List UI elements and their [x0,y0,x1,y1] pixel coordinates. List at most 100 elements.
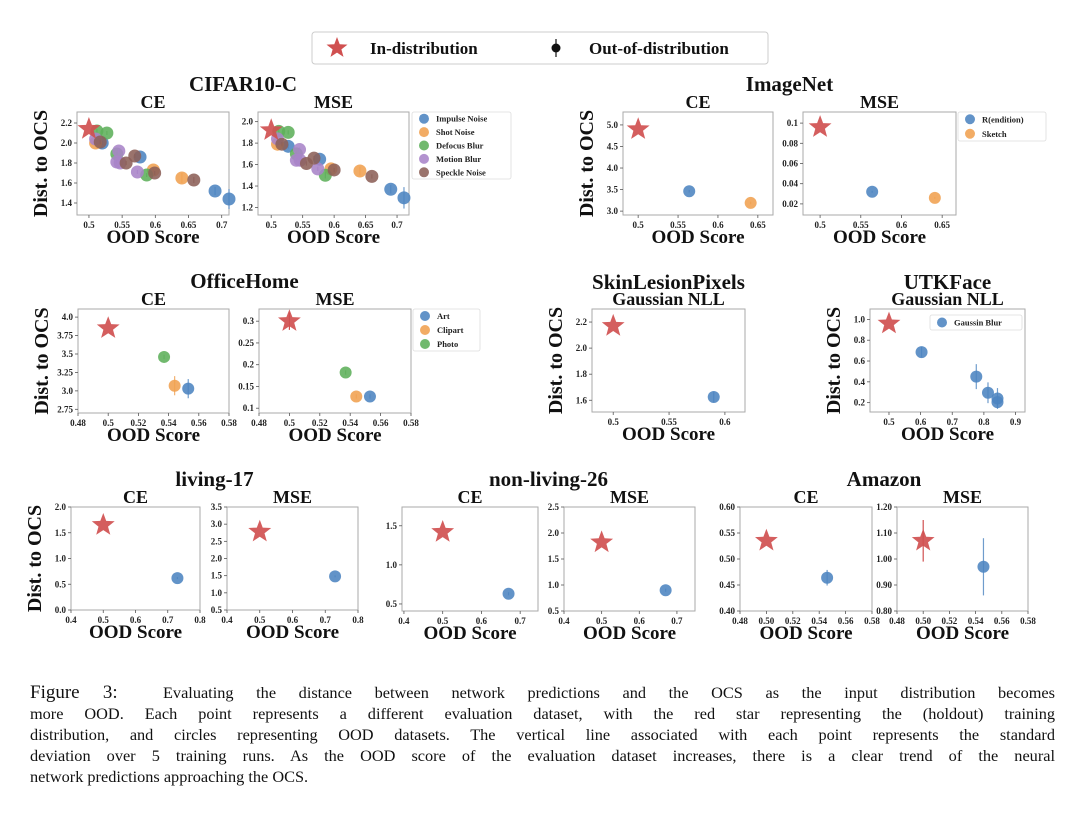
y-tick-label: 4.0 [607,163,619,173]
y-tick-label: 3.75 [57,331,73,341]
x-tick-label: 0.7 [515,616,527,626]
x-tick-label: 0.7 [671,616,683,626]
chart-group-title: ImageNet [746,72,833,96]
x-tick-label: 0.5 [284,418,296,428]
y-tick-label: 1.5 [211,571,223,581]
x-tick-label: 0.5 [103,418,115,428]
y-tick-label: 1.5 [386,521,398,531]
legend-label: Photo [437,339,458,349]
ood-data-point [339,366,352,379]
chart-panel: CE 0.4 0.5 0.6 0.7 0.8 0.0 0.5 1.0 1.5 2.0 OOD Scor… [24,487,206,643]
ood-data-point [187,173,201,187]
y-tick-label: 0.55 [719,528,735,538]
ood-data-point [100,126,114,140]
panel-subtitle: MSE [273,487,312,507]
ood-data-point [175,171,189,185]
y-axis-label: Dist. to OCS [576,110,598,217]
x-tick-label: 0.6 [150,220,162,230]
x-tick-label: 0.65 [750,220,766,230]
y-tick-label: 3.5 [62,349,74,359]
chart-group: Amazon CE 0.48 0.50 0.52 0.54 0.56 0.58 0.40 0.45… [719,467,1036,644]
ood-data-point [365,169,379,183]
x-tick-label: 0.4 [65,615,77,625]
ood-data-point [928,191,941,204]
legend-label: Defocus Blur [436,141,484,151]
chart-panel: CE 0.5 0.55 0.6 0.65 0.7 1.4 1.6 1.8 2.0 2.2 OOD Sc… [30,92,236,248]
charts: CIFAR10-C CE 0.5 0.55 0.6 0.65 0.7 1.4 1.6 1.8 2.0… [24,72,1047,644]
x-tick-label: 0.58 [221,418,237,428]
y-axis-label: Dist. to OCS [30,110,52,217]
x-tick-label: 0.8 [194,615,206,625]
chart-group-title: Amazon [847,467,922,491]
ood-data-point [222,192,236,206]
y-tick-label: 2.5 [211,536,223,546]
x-tick-label: 0.7 [320,615,332,625]
ood-data-point [311,162,325,176]
y-tick-label: 0.8 [854,335,866,345]
x-tick-label: 0.7 [391,220,403,230]
y-tick-label: 3.5 [607,185,619,195]
y-tick-label: 0.5 [55,579,67,589]
legend-marker [419,153,429,164]
chart-legend: Art Clipart Photo [412,308,481,352]
x-tick-label: 0.54 [811,616,827,626]
figure-caption: Figure 3: Evaluating the distance betwee… [30,682,1055,787]
x-tick-label: 0.4 [398,616,410,626]
y-tick-label: 0.2 [854,398,866,408]
y-tick-label: 1.8 [576,369,588,379]
y-tick-label: 2.75 [57,404,73,414]
legend-label: Motion Blur [436,154,481,164]
x-tick-label: 0.48 [251,418,267,428]
y-tick-label: 0.2 [243,360,255,370]
ood-data-point [915,346,928,359]
y-tick-label: 0.6 [854,356,866,366]
y-tick-label: 1.2 [242,202,254,212]
in-distribution-star [77,117,101,139]
y-axis-label: Dist. to OCS [545,307,567,414]
caption-line: Evaluating the distance between network … [162,683,1055,702]
y-tick-label: 0.1 [243,403,255,413]
ood-data-point [744,196,757,209]
y-tick-label: 0.15 [238,381,254,391]
legend-box [412,308,481,352]
in-distribution-star [911,528,935,551]
in-distribution-star [278,309,301,331]
in-distribution-star [755,528,778,551]
ood-data-point [659,584,672,597]
y-axis-label: Dist. to OCS [31,307,53,414]
legend-box [929,314,1023,331]
ood-data-point [128,149,142,163]
x-tick-label: 0.65 [181,220,197,230]
x-tick-label: 0.50 [915,616,931,626]
plot-frame [896,506,1029,612]
y-tick-label: 0.06 [782,159,798,169]
in-distribution-star [601,313,625,336]
x-tick-label: 0.55 [661,417,677,427]
y-tick-label: 0.60 [719,502,735,512]
y-tick-label: 1.0 [211,588,223,598]
ood-data-point [112,144,126,158]
y-tick-label: 0.04 [782,179,798,189]
x-tick-label: 0.52 [131,418,147,428]
legend-marker [965,114,975,125]
ood-data-point [281,125,295,139]
panel-subtitle: MSE [315,289,354,309]
x-tick-label: 0.52 [942,616,958,626]
y-tick-label: 1.4 [61,198,73,208]
x-tick-label: 0.5 [266,220,278,230]
y-tick-label: 0.0 [55,605,67,615]
ood-data-point [866,185,879,198]
ood-data-point [158,350,171,363]
ood-data-point [821,571,834,584]
x-tick-label: 0.8 [978,417,990,427]
chart-group: CIFAR10-C CE 0.5 0.55 0.6 0.65 0.7 1.4 1.6 1.8 2.0… [30,72,512,248]
y-tick-label: 5.0 [607,120,619,130]
y-tick-label: 0.08 [782,138,798,148]
ood-data-point [327,163,341,177]
x-axis-label: OOD Score [901,424,994,445]
x-axis-label: OOD Score [622,424,715,445]
dot-icon [551,43,561,53]
